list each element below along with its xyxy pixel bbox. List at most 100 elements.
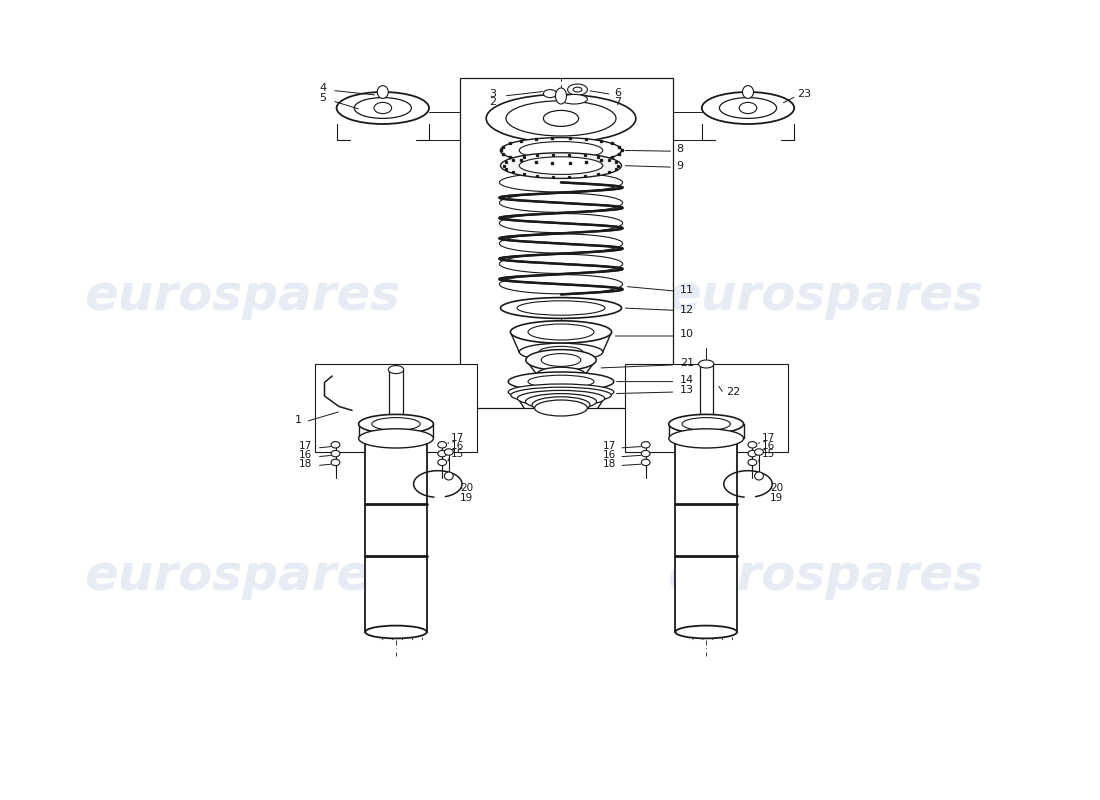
Ellipse shape (359, 429, 433, 448)
Ellipse shape (337, 92, 429, 124)
Ellipse shape (499, 234, 623, 253)
Text: 17: 17 (603, 442, 616, 451)
Text: 14: 14 (680, 375, 694, 385)
Ellipse shape (742, 86, 754, 98)
Ellipse shape (444, 449, 453, 455)
Text: 6: 6 (614, 88, 620, 98)
Text: 21: 21 (680, 358, 694, 368)
Ellipse shape (377, 86, 388, 98)
Ellipse shape (519, 157, 603, 174)
Text: 17: 17 (299, 442, 312, 451)
Text: 16: 16 (603, 450, 616, 460)
Text: 17: 17 (762, 434, 776, 443)
Ellipse shape (519, 343, 603, 361)
Bar (315, 364, 477, 452)
Ellipse shape (532, 397, 590, 413)
Ellipse shape (748, 459, 757, 466)
Ellipse shape (537, 367, 585, 382)
Ellipse shape (561, 94, 587, 104)
Ellipse shape (499, 193, 623, 212)
Ellipse shape (682, 418, 730, 430)
Text: eurospares: eurospares (667, 552, 983, 600)
Text: 20: 20 (460, 483, 473, 493)
Text: 15: 15 (451, 450, 464, 459)
Ellipse shape (755, 472, 763, 480)
Bar (625, 364, 788, 452)
Ellipse shape (500, 153, 621, 178)
Ellipse shape (510, 387, 612, 403)
Ellipse shape (528, 324, 594, 340)
Ellipse shape (438, 459, 447, 466)
Text: eurospares: eurospares (84, 272, 400, 320)
Ellipse shape (675, 626, 737, 638)
Ellipse shape (568, 84, 587, 95)
Text: 2: 2 (490, 98, 496, 107)
Ellipse shape (748, 450, 757, 457)
Ellipse shape (528, 375, 594, 388)
Text: 16: 16 (451, 442, 464, 451)
Ellipse shape (641, 459, 650, 466)
Ellipse shape (748, 442, 757, 448)
Ellipse shape (755, 449, 763, 455)
Ellipse shape (702, 92, 794, 124)
Text: 8: 8 (676, 144, 683, 154)
Ellipse shape (641, 442, 650, 448)
Ellipse shape (556, 88, 566, 104)
Ellipse shape (535, 400, 587, 416)
Text: eurospares: eurospares (667, 272, 983, 320)
Ellipse shape (517, 301, 605, 315)
Ellipse shape (372, 418, 420, 430)
Text: 9: 9 (676, 161, 683, 170)
Ellipse shape (508, 384, 614, 400)
Ellipse shape (499, 214, 623, 233)
Ellipse shape (438, 450, 447, 457)
Text: 15: 15 (762, 450, 776, 459)
Text: 18: 18 (299, 459, 312, 469)
Text: 19: 19 (460, 493, 473, 502)
Ellipse shape (543, 90, 557, 98)
Ellipse shape (486, 94, 636, 142)
Ellipse shape (573, 87, 582, 92)
Ellipse shape (506, 101, 616, 136)
Bar (460, 78, 673, 408)
Text: 4: 4 (319, 83, 326, 93)
Bar (365, 434, 427, 632)
Ellipse shape (641, 450, 650, 457)
Bar (675, 434, 737, 632)
Ellipse shape (331, 459, 340, 466)
Text: 22: 22 (726, 387, 740, 397)
Text: 17: 17 (451, 434, 464, 443)
Ellipse shape (517, 390, 605, 406)
Text: eurospares: eurospares (84, 552, 400, 600)
Ellipse shape (526, 350, 596, 370)
Text: 3: 3 (490, 90, 496, 99)
Ellipse shape (388, 366, 404, 374)
Ellipse shape (519, 142, 603, 159)
Text: 12: 12 (680, 305, 694, 314)
Ellipse shape (526, 394, 596, 410)
Text: 16: 16 (762, 442, 776, 451)
Bar (389, 370, 403, 422)
Ellipse shape (698, 360, 714, 368)
Ellipse shape (669, 414, 744, 434)
Ellipse shape (374, 102, 392, 114)
Text: 1: 1 (295, 415, 301, 425)
Bar (700, 364, 713, 424)
Ellipse shape (500, 138, 621, 163)
Ellipse shape (499, 274, 623, 294)
Text: 13: 13 (680, 385, 694, 394)
Text: 7: 7 (614, 97, 620, 106)
Ellipse shape (510, 321, 612, 343)
Text: 5: 5 (319, 94, 326, 103)
Text: 20: 20 (770, 483, 783, 493)
Ellipse shape (543, 110, 579, 126)
Ellipse shape (539, 346, 583, 358)
Ellipse shape (359, 414, 433, 434)
Ellipse shape (354, 98, 411, 118)
Ellipse shape (438, 442, 447, 448)
Text: 10: 10 (680, 330, 694, 339)
Text: 19: 19 (770, 493, 783, 502)
Ellipse shape (444, 472, 453, 480)
Ellipse shape (669, 429, 744, 448)
Ellipse shape (719, 98, 777, 118)
